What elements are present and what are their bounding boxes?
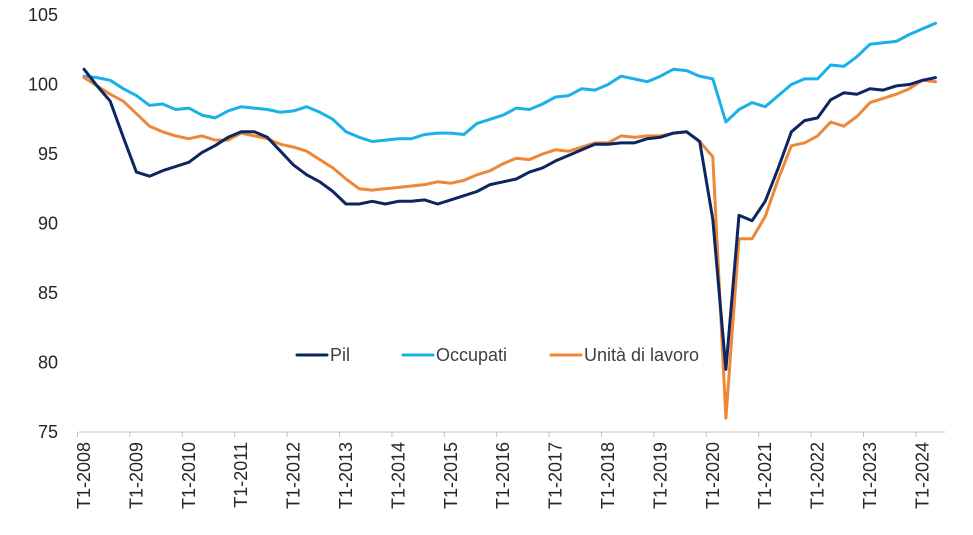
y-tick-label: 95 — [38, 144, 58, 164]
x-tick-label: T1-2023 — [860, 442, 880, 509]
series-line-unit-di-lavoro — [82, 76, 937, 420]
series-line-pil — [82, 67, 937, 371]
legend-label: Unità di lavoro — [584, 345, 699, 365]
series-lines — [82, 21, 937, 420]
x-tick-label: T1-2021 — [755, 442, 775, 509]
x-tick-label: T1-2016 — [493, 442, 513, 509]
y-tick-label: 85 — [38, 283, 58, 303]
y-tick-label: 75 — [38, 422, 58, 442]
legend: Pil Occupati Unità di lavoro — [295, 345, 699, 365]
series-line-occupati — [82, 21, 937, 143]
x-tick-label: T1-2010 — [179, 442, 199, 509]
x-tick-label: T1-2012 — [284, 442, 304, 509]
legend-label: Occupati — [436, 345, 507, 365]
x-tick-label: T1-2019 — [650, 442, 670, 509]
x-tick-label: T1-2018 — [598, 442, 618, 509]
y-axis-ticks: 75 80 85 90 95 100 105 — [28, 5, 58, 442]
y-tick-label: 105 — [28, 5, 58, 25]
y-tick-label: 100 — [28, 75, 58, 95]
x-tick-label: T1-2020 — [703, 442, 723, 509]
x-tick-label: T1-2024 — [912, 442, 932, 509]
x-tick-label: T1-2008 — [74, 442, 94, 509]
x-tick-label: T1-2011 — [231, 442, 251, 508]
x-axis-ticks: T1-2008 T1-2009 T1-2010 T1-2011 T1-2012 T1-20… — [74, 442, 932, 509]
x-tick-label: T1-2009 — [126, 442, 146, 509]
y-tick-label: 80 — [38, 353, 58, 373]
x-tick-label: T1-2014 — [388, 442, 408, 509]
y-tick-label: 90 — [38, 214, 58, 234]
x-tick-label: T1-2022 — [808, 442, 828, 509]
x-axis-tick-marks — [77, 432, 917, 437]
x-tick-label: T1-2015 — [441, 442, 461, 509]
legend-label: Pil — [330, 345, 350, 365]
x-tick-label: T1-2013 — [336, 442, 356, 509]
x-tick-label: T1-2017 — [546, 442, 566, 509]
